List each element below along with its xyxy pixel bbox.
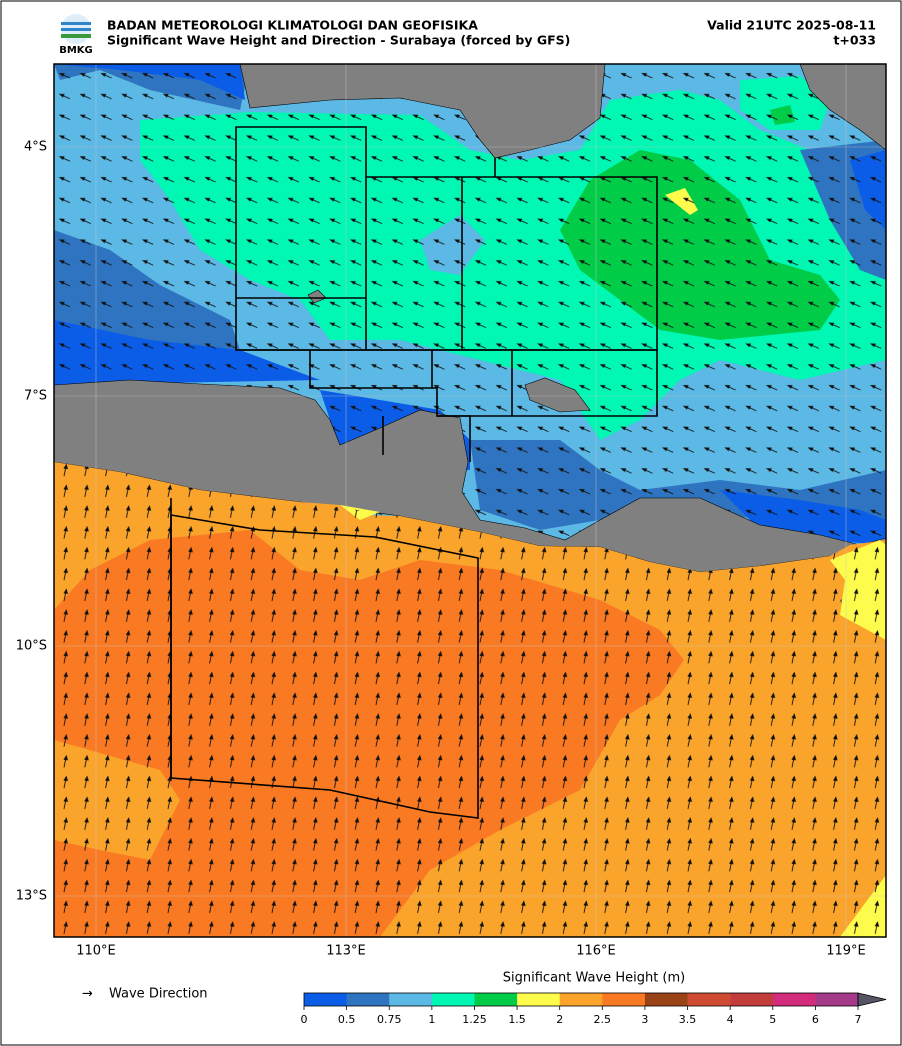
valid-time: Valid 21UTC 2025-08-11: [707, 18, 876, 33]
region-box: [461, 158, 496, 350]
graticule: [54, 64, 886, 937]
agency-title: BADAN METEOROLOGI KLIMATOLOGI DAN GEOFIS…: [107, 18, 478, 33]
axis-labels: 110°E 113°E 116°E 119°E 4°S 7°S 10°S 13°S: [16, 140, 866, 959]
region-box: [170, 498, 479, 819]
colorbar-tick-label: 3: [641, 1013, 648, 1026]
colorbar-frame: [303, 992, 859, 1007]
colorbar-segment: [474, 993, 518, 1006]
colorbar-segment: [815, 993, 859, 1006]
colorbar-tick-label: 6: [812, 1013, 819, 1026]
lat-label: 13°S: [16, 889, 47, 904]
colorbar-tick-label: 7: [855, 1013, 862, 1026]
colorbar-segment: [431, 993, 475, 1006]
region-box: [431, 350, 513, 462]
map-subtitle: Significant Wave Height and Direction - …: [107, 33, 570, 48]
lat-label: 10°S: [16, 639, 47, 654]
lon-label: 116°E: [576, 944, 616, 959]
land: [239, 64, 606, 159]
colorbar-tick-label: 5: [769, 1013, 776, 1026]
legend-arrow: →: [82, 987, 93, 1002]
region-boxes: [170, 126, 658, 819]
colorbar-tick-label: 3.5: [679, 1013, 697, 1026]
colorbar-tick-label: 1: [428, 1013, 435, 1026]
colorbar-segment: [346, 993, 390, 1006]
colorbar-segment: [389, 993, 433, 1006]
colorbar: 0 0.5 0.75 1 1.25 1.5 2 2.5 3 3.5 4 5 6 7: [301, 992, 887, 1026]
land: [524, 377, 591, 413]
colorbar-segment: [730, 993, 774, 1006]
colorbar-tick-label: 1.25: [462, 1013, 487, 1026]
colorbar-segment: [644, 993, 688, 1006]
land: [799, 64, 886, 151]
colorbar-title: Significant Wave Height (m): [503, 971, 685, 986]
colorbar-tick-label: 0.75: [377, 1013, 402, 1026]
colorbar-tick-label: 0: [301, 1013, 308, 1026]
colorbar-tick-label: 2.5: [594, 1013, 612, 1026]
colorbar-tick-label: 1.5: [508, 1013, 526, 1026]
lon-label: 110°E: [76, 944, 116, 959]
colorbar-segment: [772, 993, 816, 1006]
logo: BMKG: [59, 14, 93, 56]
lon-label: 113°E: [326, 944, 366, 959]
colorbar-tick-label: 0.5: [338, 1013, 356, 1026]
lon-label: 119°E: [826, 944, 866, 959]
colorbar-tick-label: 2: [556, 1013, 563, 1026]
colorbar-segment: [559, 993, 603, 1006]
colorbar-segment: [517, 993, 560, 1006]
colorbar-segment: [687, 993, 731, 1006]
land: [54, 379, 886, 573]
colorbar-tick-label: 4: [727, 1013, 734, 1026]
wave-direction-arrows: [54, 462, 886, 937]
colorbar-segment: [304, 993, 347, 1006]
legend-label: Wave Direction: [109, 987, 208, 1002]
map-area: [54, 64, 886, 937]
lat-label: 4°S: [24, 140, 47, 155]
colorbar-segment: [602, 993, 646, 1006]
lat-label: 7°S: [24, 389, 47, 404]
lead-time: t+033: [833, 33, 876, 48]
logo-text: BMKG: [59, 45, 93, 56]
map-frame: [53, 63, 887, 938]
